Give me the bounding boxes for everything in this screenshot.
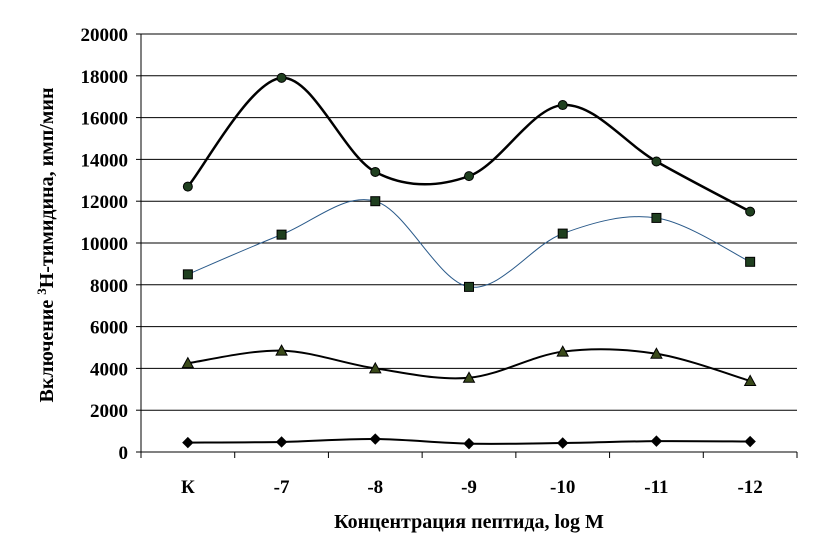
x-tick-label: -8: [367, 477, 383, 498]
x-tick-label: -9: [461, 477, 477, 498]
data-point: [651, 212, 662, 223]
x-tick-label: -10: [550, 477, 575, 498]
data-point: [370, 196, 381, 207]
data-point: [744, 435, 756, 448]
data-point: [182, 269, 193, 280]
x-tick-label: -11: [644, 477, 668, 498]
y-tick-label: 4000: [90, 359, 128, 380]
data-point: [557, 437, 569, 449]
y-tick-label: 18000: [81, 67, 129, 88]
data-point: [276, 72, 287, 83]
series-line: [186, 76, 751, 213]
data-point: [745, 206, 756, 217]
y-title-superscript: 3: [34, 288, 49, 295]
data-point: [651, 156, 662, 167]
data-point: [464, 281, 474, 292]
y-tick-label: 20000: [81, 25, 129, 46]
series-2: [182, 196, 756, 292]
gridlines: [141, 33, 797, 411]
x-tick-label: -12: [737, 477, 762, 498]
data-point: [650, 347, 663, 359]
y-tick-label: 8000: [90, 276, 128, 297]
data-point: [557, 228, 568, 239]
data-point: [369, 433, 381, 445]
y-title-suffix: Н-тимидина, имп/мин: [36, 88, 58, 289]
data-point: [181, 356, 195, 369]
series-3: [181, 344, 757, 386]
data-point: [182, 181, 193, 192]
data-point: [462, 371, 476, 383]
data-point: [275, 436, 288, 448]
data-point: [650, 435, 663, 447]
y-tick-label: 0: [119, 443, 129, 464]
data-point: [557, 100, 568, 111]
y-tick-label: 6000: [90, 318, 128, 339]
axes: [136, 33, 798, 458]
x-tick-label: К: [181, 477, 195, 498]
y-tick-label: 16000: [81, 109, 129, 130]
y-tick-label: 12000: [81, 192, 129, 213]
y-title-prefix: Включение: [36, 295, 58, 403]
data-point: [182, 436, 194, 449]
data-point: [276, 229, 287, 240]
y-tick-label: 10000: [81, 234, 129, 255]
x-tick-label: -7: [274, 477, 290, 498]
x-tick-labels: К -7 -8 -9 -10 -11 -12: [181, 477, 763, 498]
y-tick-label: 2000: [90, 401, 128, 422]
series-1: [182, 72, 756, 217]
data-point: [556, 345, 570, 357]
data-point: [464, 171, 474, 182]
data-point: [368, 361, 382, 374]
series-4: [182, 433, 756, 450]
data-point: [743, 374, 757, 386]
data-point: [463, 437, 475, 450]
y-axis-title: Включение 3Н-тимидина, имп/мин: [34, 88, 59, 403]
data-point: [275, 344, 288, 356]
x-axis-title: Концентрация пептида, log M: [334, 511, 604, 533]
data-point: [745, 256, 756, 267]
series-group: [181, 72, 757, 450]
y-tick-label: 14000: [81, 150, 129, 171]
y-tick-labels: 0 2000 4000 6000 8000 10000 12000 14000 16000 180…: [81, 25, 129, 464]
data-point: [370, 166, 381, 177]
